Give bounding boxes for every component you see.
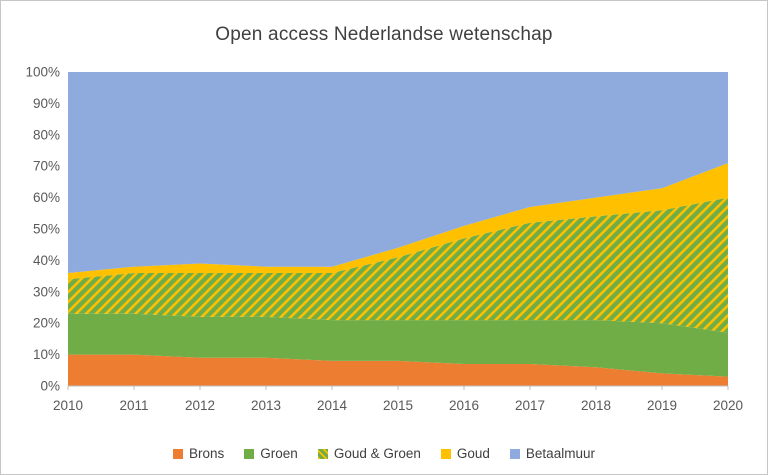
- legend-item-goud-groen: Goud & Groen: [317, 446, 421, 461]
- chart-legend: Brons Groen Goud & Groen Goud Betaalmuur: [1, 446, 767, 461]
- legend-swatch: [244, 448, 255, 459]
- svg-text:50%: 50%: [33, 222, 60, 237]
- svg-text:20%: 20%: [33, 316, 60, 331]
- legend-label: Betaalmuur: [525, 446, 595, 461]
- svg-text:2011: 2011: [119, 398, 148, 413]
- legend-swatch: [440, 448, 451, 459]
- svg-text:10%: 10%: [33, 347, 60, 362]
- legend-item-brons: Brons: [173, 446, 224, 461]
- svg-text:100%: 100%: [25, 65, 60, 80]
- legend-label: Groen: [260, 446, 298, 461]
- svg-text:2020: 2020: [713, 398, 743, 413]
- chart-title: Open access Nederlandse wetenschap: [215, 24, 553, 45]
- svg-text:90%: 90%: [33, 96, 60, 111]
- svg-text:2016: 2016: [449, 398, 479, 413]
- svg-text:70%: 70%: [33, 159, 60, 174]
- svg-text:60%: 60%: [33, 190, 60, 205]
- svg-text:2014: 2014: [317, 398, 348, 413]
- legend-label: Brons: [189, 446, 225, 461]
- legend-label: Goud: [456, 446, 490, 461]
- legend-swatch: [173, 448, 184, 459]
- svg-text:0%: 0%: [40, 379, 60, 394]
- svg-text:2019: 2019: [647, 398, 677, 413]
- legend-swatch: [509, 448, 520, 459]
- svg-text:2017: 2017: [515, 398, 545, 413]
- legend-label: Goud & Groen: [333, 446, 421, 461]
- svg-text:2018: 2018: [581, 398, 611, 413]
- legend-item-betaalmuur: Betaalmuur: [509, 446, 595, 461]
- svg-text:2013: 2013: [251, 398, 281, 413]
- legend-item-goud: Goud: [440, 446, 490, 461]
- svg-text:2012: 2012: [185, 398, 215, 413]
- legend-item-groen: Groen: [244, 446, 298, 461]
- legend-swatch: [317, 448, 328, 459]
- svg-text:40%: 40%: [33, 253, 60, 268]
- svg-text:80%: 80%: [33, 127, 60, 142]
- svg-text:2015: 2015: [383, 398, 413, 413]
- svg-text:30%: 30%: [33, 284, 60, 299]
- svg-text:2010: 2010: [53, 398, 83, 413]
